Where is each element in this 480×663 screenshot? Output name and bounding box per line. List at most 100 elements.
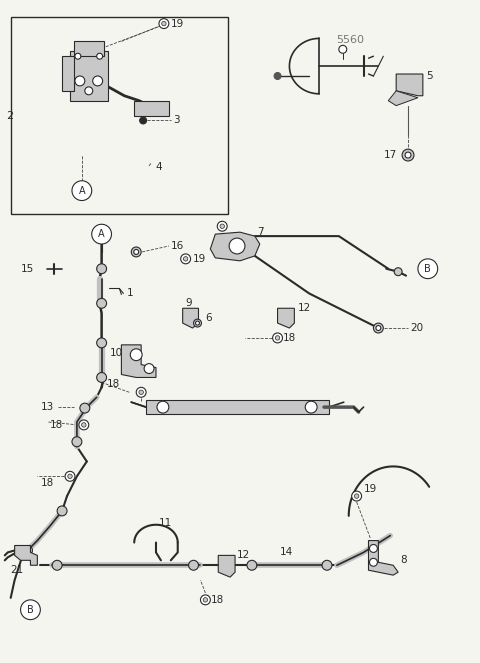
Circle shape [201,595,210,605]
Text: 17: 17 [384,150,396,160]
Text: 20: 20 [410,323,423,333]
Text: 2: 2 [6,111,13,121]
Circle shape [180,254,191,264]
Text: 18: 18 [40,478,54,488]
Circle shape [75,76,85,86]
Circle shape [92,224,111,244]
Circle shape [402,149,414,161]
Circle shape [405,152,411,158]
Text: B: B [27,605,34,615]
Text: 6: 6 [205,313,212,323]
Polygon shape [277,308,294,328]
Circle shape [96,53,103,59]
Circle shape [134,249,139,255]
Circle shape [82,423,86,427]
Circle shape [131,247,141,257]
Circle shape [96,264,107,274]
Circle shape [229,238,245,254]
Text: 9: 9 [186,298,192,308]
Bar [134,101,169,115]
Circle shape [354,494,359,499]
Circle shape [418,259,438,278]
Text: A: A [79,186,85,196]
Circle shape [80,403,90,413]
Text: 18: 18 [210,595,224,605]
Circle shape [144,363,154,373]
Circle shape [96,373,107,383]
Text: 5: 5 [426,71,432,81]
Text: 3: 3 [173,115,180,125]
Polygon shape [210,232,260,261]
Circle shape [96,298,107,308]
Text: 12: 12 [237,550,250,560]
Circle shape [79,420,89,430]
Circle shape [72,437,82,447]
Circle shape [273,333,283,343]
Text: 19: 19 [192,254,206,264]
Circle shape [93,76,103,86]
Text: 15: 15 [21,264,34,274]
Circle shape [140,117,146,124]
Circle shape [23,546,33,556]
Text: 10: 10 [109,348,123,358]
Text: 18: 18 [283,333,296,343]
Circle shape [85,87,93,95]
Text: 4: 4 [155,162,162,172]
Text: 13: 13 [40,402,54,412]
Text: A: A [98,229,105,239]
Circle shape [274,72,281,80]
Polygon shape [183,308,199,328]
Circle shape [130,349,142,361]
Circle shape [305,401,317,413]
Circle shape [72,181,92,200]
Circle shape [157,401,169,413]
Circle shape [276,335,280,340]
Bar [62,56,74,91]
Polygon shape [396,74,423,95]
Circle shape [189,560,199,570]
Circle shape [373,323,384,333]
Bar [11,17,228,214]
Polygon shape [369,540,398,575]
Polygon shape [121,345,156,377]
Circle shape [376,326,381,331]
Text: 19: 19 [171,19,184,29]
Circle shape [203,597,208,602]
Bar [70,51,108,101]
Text: 1: 1 [126,288,133,298]
Circle shape [339,45,347,53]
Text: B: B [424,264,431,274]
Circle shape [217,221,227,231]
Text: 11: 11 [159,518,172,528]
Circle shape [65,471,75,481]
Text: 7: 7 [257,227,264,237]
Circle shape [322,560,332,570]
Circle shape [139,390,144,394]
Circle shape [21,600,40,620]
Polygon shape [388,91,418,105]
Circle shape [96,338,107,348]
Circle shape [193,319,202,327]
Circle shape [159,19,169,29]
Circle shape [75,53,81,59]
Text: 19: 19 [363,484,377,494]
Circle shape [220,224,225,229]
Text: 21: 21 [11,565,24,575]
Circle shape [370,558,377,566]
Text: 18: 18 [107,379,120,389]
Text: 18: 18 [50,420,63,430]
Text: 16: 16 [171,241,184,251]
Circle shape [162,21,166,26]
Bar [146,400,329,414]
Text: 5560: 5560 [336,35,364,45]
Circle shape [183,257,188,261]
Circle shape [352,491,361,501]
Text: 8: 8 [400,556,407,566]
Circle shape [68,474,72,479]
Circle shape [136,387,146,397]
Text: 14: 14 [279,548,293,558]
Circle shape [52,560,62,570]
Polygon shape [14,546,37,566]
Circle shape [57,506,67,516]
Circle shape [195,321,200,325]
